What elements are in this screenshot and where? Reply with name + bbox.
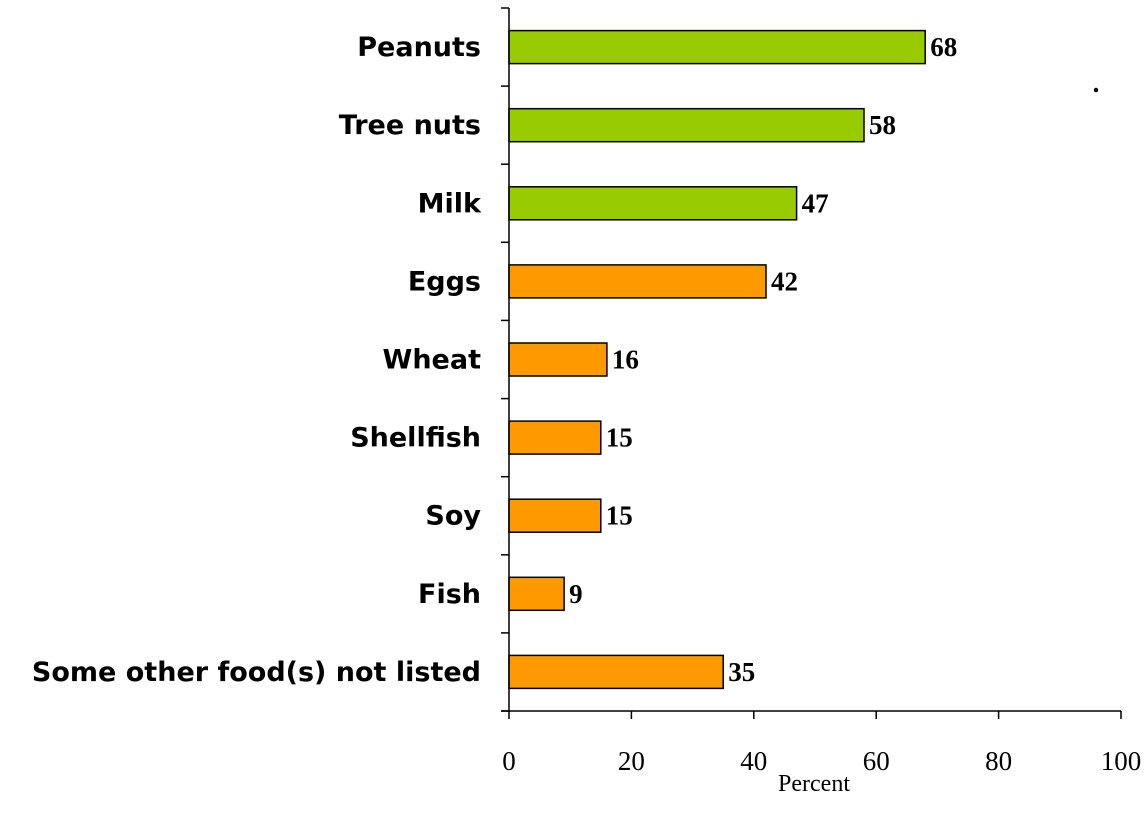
bar-4 (508, 342, 608, 377)
category-label: Fish (418, 579, 481, 610)
category-label: Peanuts (357, 32, 481, 63)
bar-3 (508, 264, 767, 299)
category-label: Soy (425, 501, 481, 532)
bars-layer (508, 29, 926, 690)
bar-6 (508, 498, 602, 533)
category-label: Some other food(s) not listed (32, 657, 481, 688)
bar-2 (508, 186, 798, 221)
category-label: Milk (418, 188, 482, 219)
x-tick-label: 20 (618, 746, 645, 776)
axis-layer: 0 20 40 60 80 100 (501, 7, 1142, 776)
x-tick-label: 100 (1101, 746, 1142, 776)
stray-dot-annotation: . (1093, 68, 1100, 98)
category-label: Wheat (383, 345, 482, 376)
data-label: 15 (606, 501, 633, 531)
x-tick-label: 80 (985, 746, 1012, 776)
bar-8 (508, 654, 724, 690)
data-label: 47 (802, 188, 829, 218)
data-label: 58 (869, 110, 896, 140)
data-label: 16 (612, 345, 639, 375)
data-label: 35 (728, 657, 755, 687)
bar-0 (508, 29, 926, 65)
data-label: 15 (606, 423, 633, 453)
category-label: Eggs (408, 266, 481, 297)
data-label: 9 (569, 579, 583, 609)
x-axis-title: Percent (778, 771, 850, 797)
x-tick-label: 60 (863, 746, 890, 776)
bar-7 (508, 576, 565, 612)
category-label: Shellfish (350, 423, 481, 454)
category-label: Tree nuts (339, 110, 481, 141)
x-tick-label: 0 (502, 746, 516, 776)
bar-5 (508, 420, 602, 455)
x-tick-label: 40 (740, 746, 767, 776)
data-label: 42 (771, 266, 798, 296)
data-label: 68 (930, 32, 957, 62)
bar-1 (508, 107, 865, 143)
labels-layer: Peanuts 68 Tree nuts 58 Milk 47 Eggs 42 Wheat 16 S… (32, 32, 957, 688)
